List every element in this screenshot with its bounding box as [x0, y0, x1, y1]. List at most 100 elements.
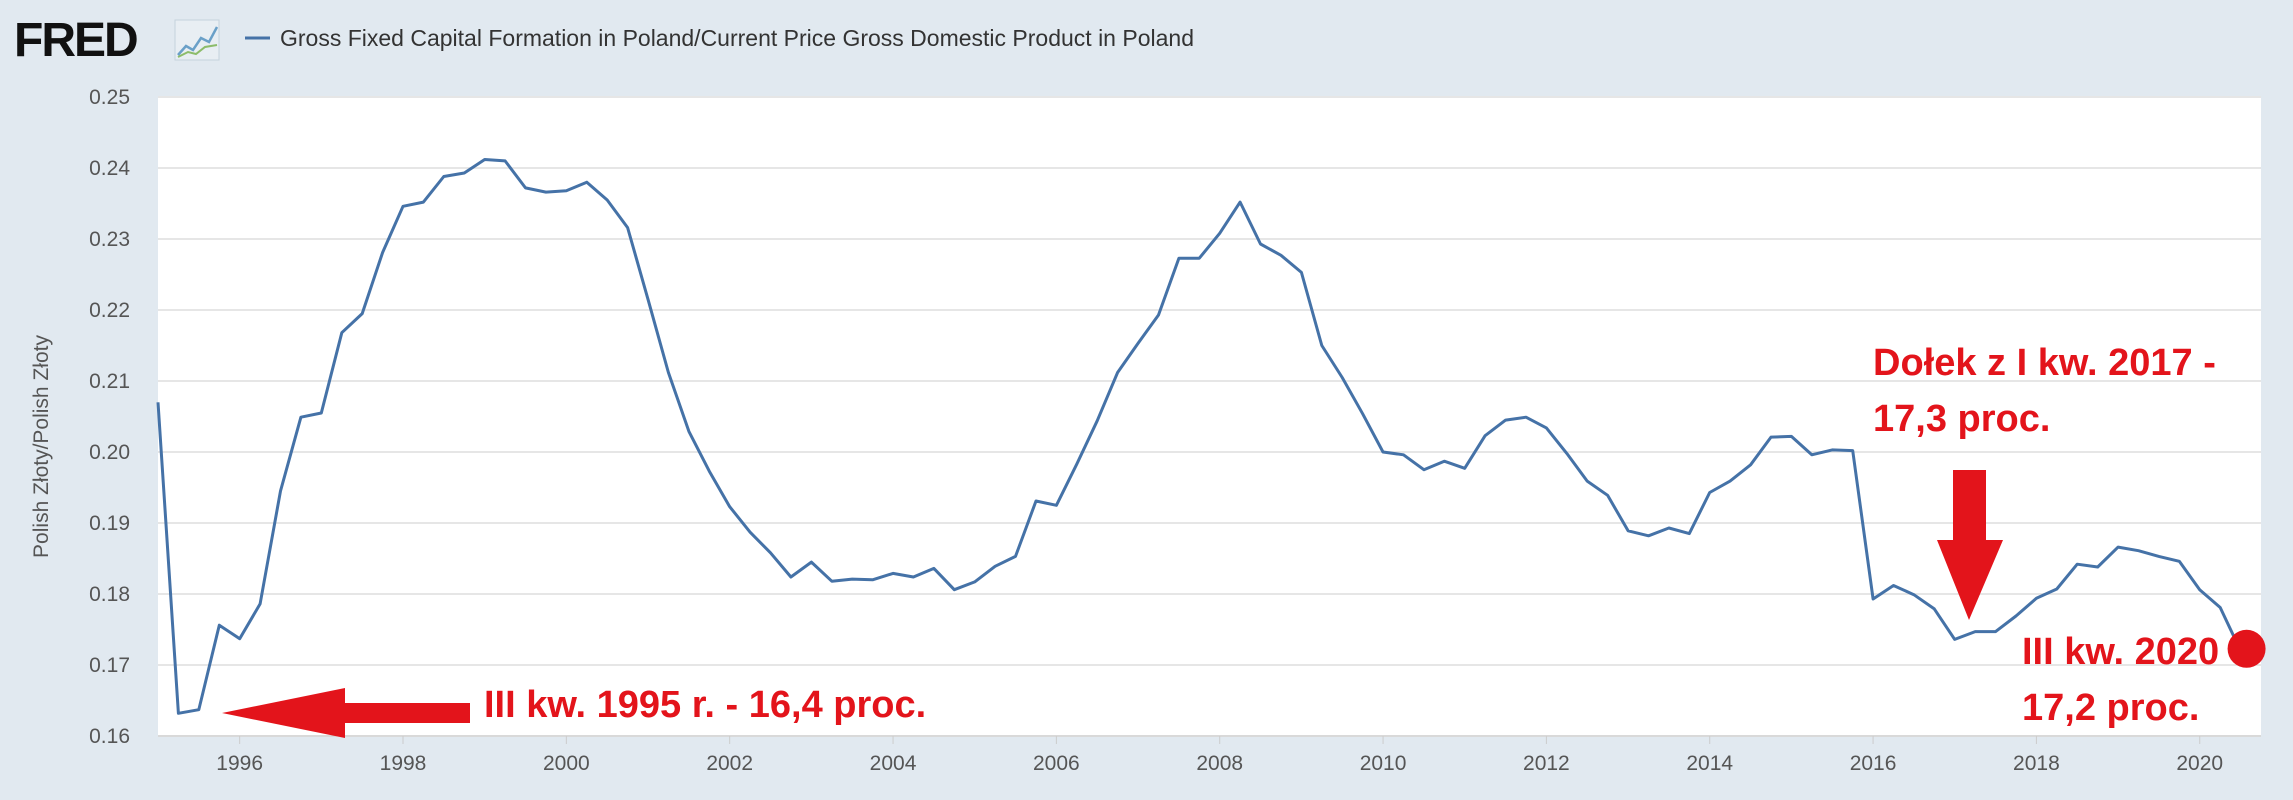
data-point[interactable]: [2153, 550, 2165, 562]
data-point[interactable]: [1622, 525, 1634, 537]
data-point[interactable]: [193, 704, 205, 716]
data-point[interactable]: [213, 619, 225, 631]
data-point[interactable]: [1112, 366, 1124, 378]
data-point[interactable]: [1887, 579, 1899, 591]
data-point[interactable]: [1316, 340, 1328, 352]
data-point[interactable]: [846, 573, 858, 585]
data-point[interactable]: [1867, 593, 1879, 605]
data-point[interactable]: [1275, 249, 1287, 261]
data-point[interactable]: [1132, 337, 1144, 349]
data-point[interactable]: [234, 633, 246, 645]
data-point[interactable]: [805, 556, 817, 568]
data-point[interactable]: [907, 571, 919, 583]
data-point[interactable]: [1663, 522, 1675, 534]
data-point[interactable]: [1397, 449, 1409, 461]
data-point[interactable]: [1990, 626, 2002, 638]
data-point[interactable]: [397, 200, 409, 212]
data-point[interactable]: [1500, 414, 1512, 426]
data-point[interactable]: [1030, 495, 1042, 507]
data-point[interactable]: [275, 485, 287, 497]
data-point[interactable]: [765, 547, 777, 559]
data-point[interactable]: [1214, 227, 1226, 239]
data-point[interactable]: [1091, 415, 1103, 427]
data-point[interactable]: [560, 185, 572, 197]
data-point[interactable]: [479, 153, 491, 165]
data-point[interactable]: [1336, 371, 1348, 383]
data-point[interactable]: [1071, 458, 1083, 470]
data-point[interactable]: [2051, 583, 2063, 595]
data-point[interactable]: [356, 308, 368, 320]
data-point[interactable]: [336, 327, 348, 339]
data-point[interactable]: [581, 176, 593, 188]
data-point[interactable]: [1540, 422, 1552, 434]
data-point[interactable]: [1806, 449, 1818, 461]
data-point[interactable]: [2071, 558, 2083, 570]
data-point[interactable]: [928, 562, 940, 574]
data-point[interactable]: [724, 501, 736, 513]
data-point[interactable]: [1928, 603, 1940, 615]
data-point[interactable]: [1602, 489, 1614, 501]
fred-logo[interactable]: FRED: [14, 14, 139, 67]
data-point[interactable]: [785, 571, 797, 583]
data-point[interactable]: [1520, 411, 1532, 423]
data-point[interactable]: [1479, 430, 1491, 442]
data-point[interactable]: [2214, 601, 2226, 613]
data-point[interactable]: [295, 411, 307, 423]
data-point[interactable]: [744, 526, 756, 538]
data-point[interactable]: [315, 407, 327, 419]
data-point[interactable]: [969, 576, 981, 588]
data-point[interactable]: [1969, 626, 1981, 638]
data-point[interactable]: [1949, 633, 1961, 645]
data-point[interactable]: [1745, 459, 1757, 471]
data-point[interactable]: [642, 293, 654, 305]
data-point[interactable]: [1785, 430, 1797, 442]
data-point[interactable]: [1683, 528, 1695, 540]
data-point[interactable]: [152, 396, 164, 408]
data-point[interactable]: [499, 155, 511, 167]
data-point[interactable]: [1826, 444, 1838, 456]
data-point[interactable]: [867, 574, 879, 586]
data-point[interactable]: [1377, 446, 1389, 458]
data-point[interactable]: [458, 167, 470, 179]
data-point[interactable]: [1152, 309, 1164, 321]
data-point[interactable]: [2132, 545, 2144, 557]
data-point[interactable]: [1193, 252, 1205, 264]
data-point[interactable]: [2030, 592, 2042, 604]
data-point[interactable]: [1438, 455, 1450, 467]
data-point[interactable]: [989, 560, 1001, 572]
data-point[interactable]: [2112, 541, 2124, 553]
data-point[interactable]: [683, 425, 695, 437]
data-point[interactable]: [622, 222, 634, 234]
data-point[interactable]: [1561, 447, 1573, 459]
data-point[interactable]: [540, 186, 552, 198]
data-point[interactable]: [1908, 589, 1920, 601]
data-point[interactable]: [1295, 266, 1307, 278]
data-point[interactable]: [2173, 555, 2185, 567]
data-point[interactable]: [2194, 584, 2206, 596]
data-point[interactable]: [948, 584, 960, 596]
data-point[interactable]: [1010, 550, 1022, 562]
data-point[interactable]: [2092, 561, 2104, 573]
data-point[interactable]: [377, 246, 389, 258]
data-point[interactable]: [1847, 445, 1859, 457]
data-point[interactable]: [1255, 238, 1267, 250]
data-point[interactable]: [438, 171, 450, 183]
data-point[interactable]: [703, 465, 715, 477]
data-point[interactable]: [1704, 486, 1716, 498]
data-point[interactable]: [1765, 431, 1777, 443]
data-point[interactable]: [1234, 196, 1246, 208]
data-point[interactable]: [887, 567, 899, 579]
data-point[interactable]: [601, 194, 613, 206]
data-point[interactable]: [1050, 499, 1062, 511]
data-point[interactable]: [2010, 610, 2022, 622]
legend-label[interactable]: Gross Fixed Capital Formation in Poland/…: [280, 25, 1194, 51]
data-point[interactable]: [254, 598, 266, 610]
data-point[interactable]: [826, 575, 838, 587]
data-point[interactable]: [1642, 530, 1654, 542]
data-point[interactable]: [1418, 464, 1430, 476]
data-point[interactable]: [1459, 462, 1471, 474]
data-point[interactable]: [417, 196, 429, 208]
data-point[interactable]: [1173, 252, 1185, 264]
data-point[interactable]: [1581, 475, 1593, 487]
data-point[interactable]: [520, 182, 532, 194]
